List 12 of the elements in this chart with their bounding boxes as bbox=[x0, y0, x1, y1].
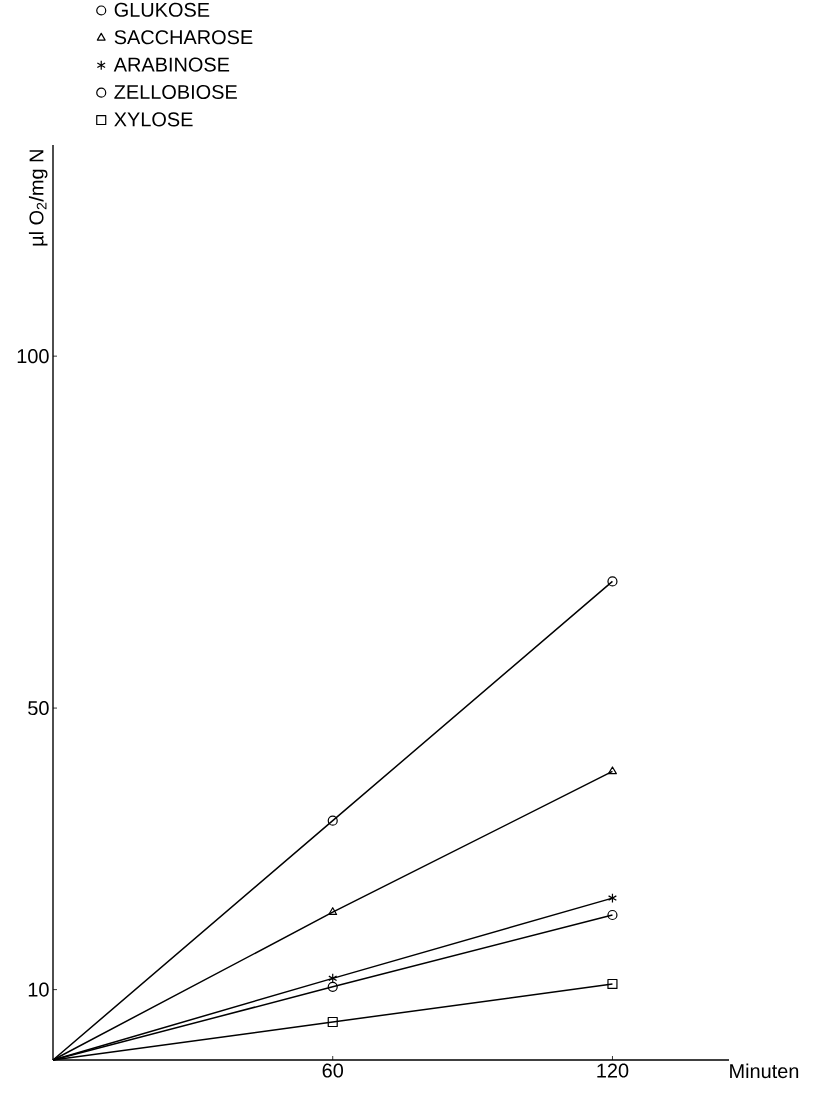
y-tick-label: 100 bbox=[17, 349, 49, 364]
legend-label: ARABINOSE bbox=[113, 57, 230, 72]
legend-label: ZELLOBIOSE bbox=[114, 84, 237, 100]
legend-label: GLUKOSE bbox=[114, 2, 210, 17]
y-tick-label: 50 bbox=[28, 701, 49, 716]
y-axis-title: µl O$_{2}$/mg N bbox=[28, 150, 48, 246]
legend-label: SACCHAROSE bbox=[114, 30, 253, 45]
x-tick-label: 60 bbox=[322, 1063, 344, 1078]
y-tick-label: 10 bbox=[28, 982, 49, 997]
x-axis-title: Minuten bbox=[730, 1063, 799, 1079]
x-tick-label: 120 bbox=[597, 1063, 629, 1078]
legend-label: XYLOSE bbox=[114, 112, 193, 127]
